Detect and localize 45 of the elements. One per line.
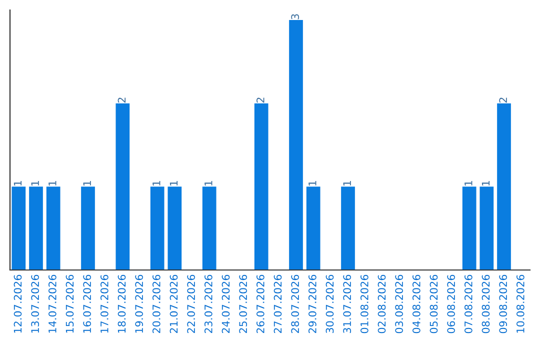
x-tick-label: 04.08.2026 [412, 274, 420, 334]
x-tick-label: 01.08.2026 [360, 274, 368, 334]
data-label: 1 [464, 181, 472, 186]
x-tick-label: 31.07.2026 [343, 274, 352, 334]
x-tick-label: 15.07.2026 [66, 274, 74, 333]
x-tick-label: 09.08.2026 [499, 274, 508, 334]
data-label: 1 [482, 181, 490, 186]
x-tick-label: 05.08.2026 [430, 274, 438, 334]
x-tick-label: 19.07.2026 [135, 274, 144, 333]
x-tick-label: 10.08.2026 [516, 274, 524, 333]
x-tick-label: 29.07.2026 [308, 274, 316, 334]
x-tick-label: 07.08.2026 [464, 274, 472, 334]
data-label: 2 [499, 98, 507, 103]
x-tick-label: 21.07.2026 [170, 274, 178, 334]
x-tick-label: 26.07.2026 [256, 274, 264, 334]
data-label: 1 [14, 181, 22, 186]
x-tick-label: 22.07.2026 [187, 274, 196, 334]
x-tick-label: 24.07.2026 [222, 274, 230, 334]
x-tick-label: 25.07.2026 [239, 274, 248, 334]
x-tick-label: 17.07.2026 [100, 274, 108, 333]
x-tick-label: 06.08.2026 [447, 274, 456, 334]
x-tick-label: 16.07.2026 [83, 274, 92, 333]
x-tick-label: 27.07.2026 [274, 274, 282, 334]
data-label: 2 [118, 98, 126, 103]
x-tick-label: 18.07.2026 [118, 274, 126, 333]
x-tick-label: 03.08.2026 [395, 274, 404, 334]
data-label: 1 [48, 181, 56, 186]
data-label: 1 [31, 181, 39, 186]
x-tick-label: 23.07.2026 [204, 274, 212, 334]
data-label: 3 [291, 14, 300, 20]
x-tick-label: 20.07.2026 [152, 274, 160, 334]
x-tick-label: 02.08.2026 [378, 274, 386, 334]
data-label: 1 [308, 181, 316, 186]
data-label: 1 [83, 181, 91, 186]
data-label: 1 [343, 181, 351, 186]
x-tick-label: 13.07.2026 [31, 274, 40, 333]
x-tick-label: 28.07.2026 [291, 274, 300, 334]
data-label: 2 [256, 98, 264, 103]
data-label: 1 [204, 181, 212, 186]
x-tick-label: 30.07.2026 [326, 274, 334, 334]
data-label: 1 [170, 181, 178, 186]
data-label: 1 [152, 181, 160, 186]
x-tick-label: 14.07.2026 [48, 274, 56, 333]
x-tick-label: 08.08.2026 [482, 274, 490, 334]
x-tick-label: 12.07.2026 [14, 274, 22, 333]
